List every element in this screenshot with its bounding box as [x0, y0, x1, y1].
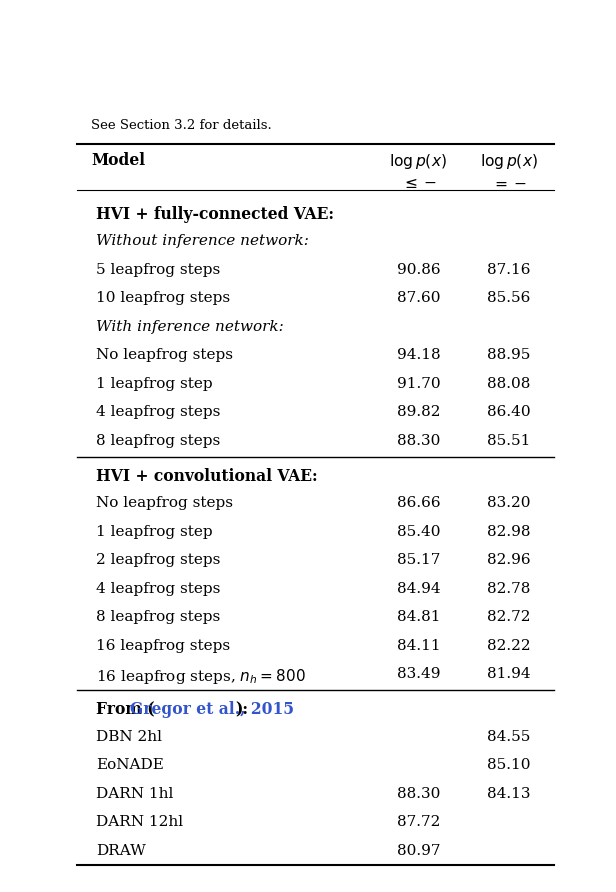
Text: 16 leapfrog steps, $n_h = 800$: 16 leapfrog steps, $n_h = 800$	[96, 667, 306, 686]
Text: 87.72: 87.72	[397, 815, 440, 830]
Text: 2 leapfrog steps: 2 leapfrog steps	[96, 553, 221, 567]
Text: 80.97: 80.97	[397, 844, 440, 858]
Text: No leapfrog steps: No leapfrog steps	[96, 349, 233, 362]
Text: 83.20: 83.20	[487, 496, 531, 510]
Text: 82.72: 82.72	[487, 610, 531, 624]
Text: 82.22: 82.22	[487, 639, 531, 653]
Text: DARN 1hl: DARN 1hl	[96, 787, 174, 801]
Text: 8 leapfrog steps: 8 leapfrog steps	[96, 434, 221, 448]
Text: 85.17: 85.17	[397, 553, 440, 567]
Text: 84.13: 84.13	[487, 787, 531, 801]
Text: No leapfrog steps: No leapfrog steps	[96, 496, 233, 510]
Text: $\log p(x)$: $\log p(x)$	[480, 153, 538, 171]
Text: 83.49: 83.49	[397, 667, 440, 681]
Text: ):: ):	[235, 701, 249, 718]
Text: $\log p(x)$: $\log p(x)$	[389, 153, 447, 171]
Text: See Section 3.2 for details.: See Section 3.2 for details.	[91, 120, 272, 132]
Text: With inference network:: With inference network:	[96, 320, 284, 334]
Text: 90.86: 90.86	[397, 263, 440, 277]
Text: 87.60: 87.60	[397, 292, 440, 305]
Text: Model: Model	[91, 153, 145, 169]
Text: 5 leapfrog steps: 5 leapfrog steps	[96, 263, 221, 277]
Text: 85.40: 85.40	[397, 524, 440, 539]
Text: From (: From (	[96, 701, 155, 718]
Text: 16 leapfrog steps: 16 leapfrog steps	[96, 639, 230, 653]
Text: 84.94: 84.94	[397, 582, 440, 596]
Text: 86.66: 86.66	[397, 496, 440, 510]
Text: 1 leapfrog step: 1 leapfrog step	[96, 524, 213, 539]
Text: 87.16: 87.16	[487, 263, 531, 277]
Text: 85.10: 85.10	[487, 758, 531, 772]
Text: 84.55: 84.55	[487, 730, 531, 744]
Text: 85.51: 85.51	[487, 434, 531, 448]
Text: 86.40: 86.40	[487, 406, 531, 419]
Text: HVI + fully-connected VAE:: HVI + fully-connected VAE:	[96, 206, 334, 223]
Text: Gregor et al., 2015: Gregor et al., 2015	[129, 701, 294, 718]
Text: 94.18: 94.18	[397, 349, 440, 362]
Text: DBN 2hl: DBN 2hl	[96, 730, 162, 744]
Text: 89.82: 89.82	[397, 406, 440, 419]
Text: 88.08: 88.08	[487, 377, 531, 391]
Text: DRAW: DRAW	[96, 844, 146, 858]
Text: $= -$: $= -$	[492, 175, 527, 192]
Text: 88.30: 88.30	[397, 434, 440, 448]
Text: 8 leapfrog steps: 8 leapfrog steps	[96, 610, 221, 624]
Text: 82.78: 82.78	[487, 582, 531, 596]
Text: 4 leapfrog steps: 4 leapfrog steps	[96, 582, 221, 596]
Text: DARN 12hl: DARN 12hl	[96, 815, 183, 830]
Text: $\leq -$: $\leq -$	[400, 175, 436, 192]
Text: EoNADE: EoNADE	[96, 758, 164, 772]
Text: 91.70: 91.70	[397, 377, 440, 391]
Text: HVI + convolutional VAE:: HVI + convolutional VAE:	[96, 467, 318, 485]
Text: 84.81: 84.81	[397, 610, 440, 624]
Text: 84.11: 84.11	[397, 639, 440, 653]
Text: 82.98: 82.98	[487, 524, 531, 539]
Text: 82.96: 82.96	[487, 553, 531, 567]
Text: 4 leapfrog steps: 4 leapfrog steps	[96, 406, 221, 419]
Text: Without inference network:: Without inference network:	[96, 235, 309, 249]
Text: 85.56: 85.56	[487, 292, 531, 305]
Text: 88.30: 88.30	[397, 787, 440, 801]
Text: 88.95: 88.95	[487, 349, 531, 362]
Text: 81.94: 81.94	[487, 667, 531, 681]
Text: 10 leapfrog steps: 10 leapfrog steps	[96, 292, 230, 305]
Text: 1 leapfrog step: 1 leapfrog step	[96, 377, 213, 391]
